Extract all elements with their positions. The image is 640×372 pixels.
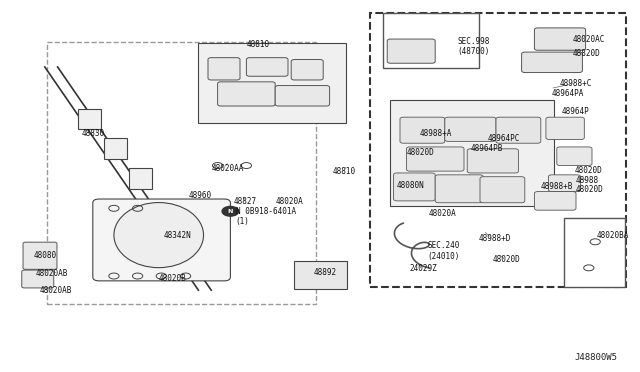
Text: 48342N: 48342N	[163, 231, 191, 240]
FancyBboxPatch shape	[387, 39, 435, 63]
Text: 48020AA: 48020AA	[211, 164, 244, 173]
Text: 48964PC: 48964PC	[488, 134, 520, 143]
Text: 48827: 48827	[234, 197, 257, 206]
Text: 48988+B: 48988+B	[541, 182, 573, 191]
Text: 48080: 48080	[33, 251, 56, 260]
FancyBboxPatch shape	[218, 82, 275, 106]
FancyBboxPatch shape	[400, 117, 445, 143]
Text: 48960: 48960	[189, 191, 212, 200]
FancyBboxPatch shape	[198, 43, 346, 123]
FancyBboxPatch shape	[246, 58, 288, 76]
FancyBboxPatch shape	[522, 52, 582, 73]
Text: 48020D: 48020D	[575, 166, 602, 175]
FancyBboxPatch shape	[435, 175, 483, 203]
FancyBboxPatch shape	[445, 117, 496, 141]
Text: 48810: 48810	[333, 167, 356, 176]
FancyBboxPatch shape	[275, 86, 330, 106]
FancyBboxPatch shape	[534, 28, 586, 50]
FancyBboxPatch shape	[480, 177, 525, 203]
FancyBboxPatch shape	[291, 60, 323, 80]
Bar	[104, 138, 127, 159]
Text: N: N	[228, 209, 233, 214]
Text: 48020AB: 48020AB	[35, 269, 68, 278]
Text: 48020AC: 48020AC	[573, 35, 605, 44]
Text: 48020D: 48020D	[406, 148, 434, 157]
Bar	[129, 168, 152, 189]
Bar	[78, 109, 101, 129]
Text: 48020A: 48020A	[429, 209, 456, 218]
FancyBboxPatch shape	[23, 242, 57, 269]
Text: SEC.240
(24010): SEC.240 (24010)	[428, 241, 460, 261]
Text: 48810: 48810	[246, 40, 269, 49]
Text: 48964P: 48964P	[562, 107, 589, 116]
Ellipse shape	[114, 202, 204, 268]
FancyBboxPatch shape	[370, 13, 626, 287]
FancyBboxPatch shape	[496, 117, 541, 143]
Text: 48080N: 48080N	[397, 181, 424, 190]
FancyBboxPatch shape	[548, 175, 580, 192]
Bar	[383, 13, 479, 68]
Text: 48820D: 48820D	[573, 49, 600, 58]
FancyBboxPatch shape	[557, 147, 592, 166]
Text: 48988+C: 48988+C	[560, 79, 593, 88]
Text: 48988: 48988	[576, 176, 599, 185]
Text: N 0B918-6401A
(1): N 0B918-6401A (1)	[236, 207, 296, 226]
FancyBboxPatch shape	[546, 117, 584, 140]
FancyBboxPatch shape	[208, 58, 240, 80]
Text: 48988+A: 48988+A	[419, 129, 452, 138]
FancyBboxPatch shape	[534, 192, 576, 210]
Text: 48892: 48892	[314, 268, 337, 277]
Text: 48020D: 48020D	[576, 185, 604, 194]
FancyBboxPatch shape	[294, 261, 347, 289]
Text: SEC.998
(48700): SEC.998 (48700)	[458, 37, 490, 56]
Bar	[564, 218, 625, 287]
Text: 48020A: 48020A	[275, 197, 303, 206]
FancyBboxPatch shape	[22, 270, 54, 288]
Text: 48964PA: 48964PA	[552, 89, 584, 98]
FancyBboxPatch shape	[394, 173, 435, 201]
Circle shape	[222, 206, 239, 216]
FancyBboxPatch shape	[467, 149, 518, 173]
Text: 24029Z: 24029Z	[410, 264, 437, 273]
Text: 48988+D: 48988+D	[479, 234, 511, 243]
FancyBboxPatch shape	[406, 147, 464, 171]
FancyBboxPatch shape	[390, 100, 554, 206]
Text: 48020D: 48020D	[493, 255, 520, 264]
Text: 48020BA: 48020BA	[596, 231, 629, 240]
Text: 48020B: 48020B	[159, 274, 186, 283]
Text: 48964PB: 48964PB	[470, 144, 503, 153]
FancyBboxPatch shape	[93, 199, 230, 281]
Text: 48830: 48830	[82, 129, 105, 138]
Text: J48800W5: J48800W5	[575, 353, 618, 362]
Text: 48020AB: 48020AB	[40, 286, 72, 295]
